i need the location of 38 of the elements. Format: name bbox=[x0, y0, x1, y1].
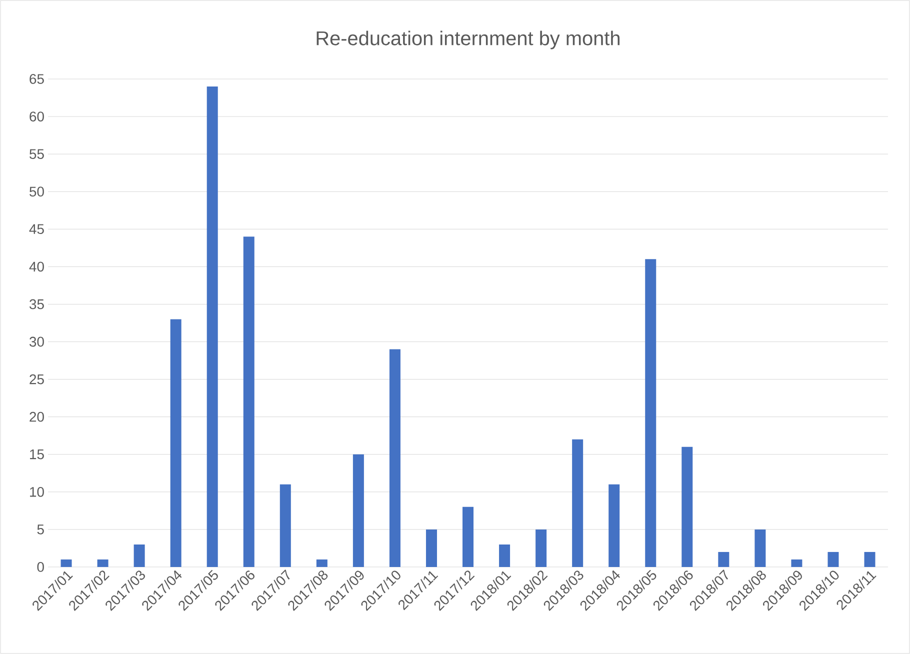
y-tick-label: 55 bbox=[30, 149, 44, 159]
bar bbox=[754, 529, 766, 567]
bar bbox=[791, 559, 802, 567]
chart-title: Re-education internment by month bbox=[316, 30, 620, 50]
y-tick-label: 60 bbox=[30, 112, 44, 122]
y-tick-label: 45 bbox=[29, 224, 44, 234]
bar bbox=[682, 446, 693, 567]
y-tick-label: 10 bbox=[30, 486, 44, 497]
bar bbox=[828, 552, 839, 567]
y-tick-label: 0 bbox=[37, 562, 44, 572]
y-tick-label: 30 bbox=[30, 336, 44, 347]
bar bbox=[536, 529, 547, 567]
bar bbox=[97, 559, 108, 567]
bar bbox=[462, 506, 474, 567]
bar bbox=[864, 552, 876, 567]
y-tick-label: 25 bbox=[30, 374, 44, 384]
y-tick-label: 50 bbox=[30, 186, 44, 197]
bar bbox=[499, 544, 510, 567]
y-tick-label: 15 bbox=[30, 450, 44, 460]
y-tick-label: 20 bbox=[30, 412, 44, 422]
y-tick-label: 40 bbox=[29, 262, 44, 272]
bar bbox=[206, 86, 218, 567]
bar bbox=[572, 439, 584, 567]
y-tick-label: 35 bbox=[30, 299, 44, 310]
bar bbox=[718, 552, 730, 567]
bar bbox=[243, 236, 254, 567]
bar bbox=[316, 559, 328, 567]
bar bbox=[134, 544, 145, 567]
bar bbox=[60, 559, 72, 567]
bar bbox=[645, 259, 656, 567]
bar bbox=[426, 529, 437, 567]
y-tick-label: 65 bbox=[30, 74, 44, 84]
y-tick-label: 5 bbox=[37, 524, 44, 534]
bar bbox=[170, 319, 182, 567]
bar bbox=[608, 484, 620, 567]
bar bbox=[280, 484, 291, 567]
bar bbox=[389, 349, 400, 567]
bar bbox=[352, 454, 364, 567]
